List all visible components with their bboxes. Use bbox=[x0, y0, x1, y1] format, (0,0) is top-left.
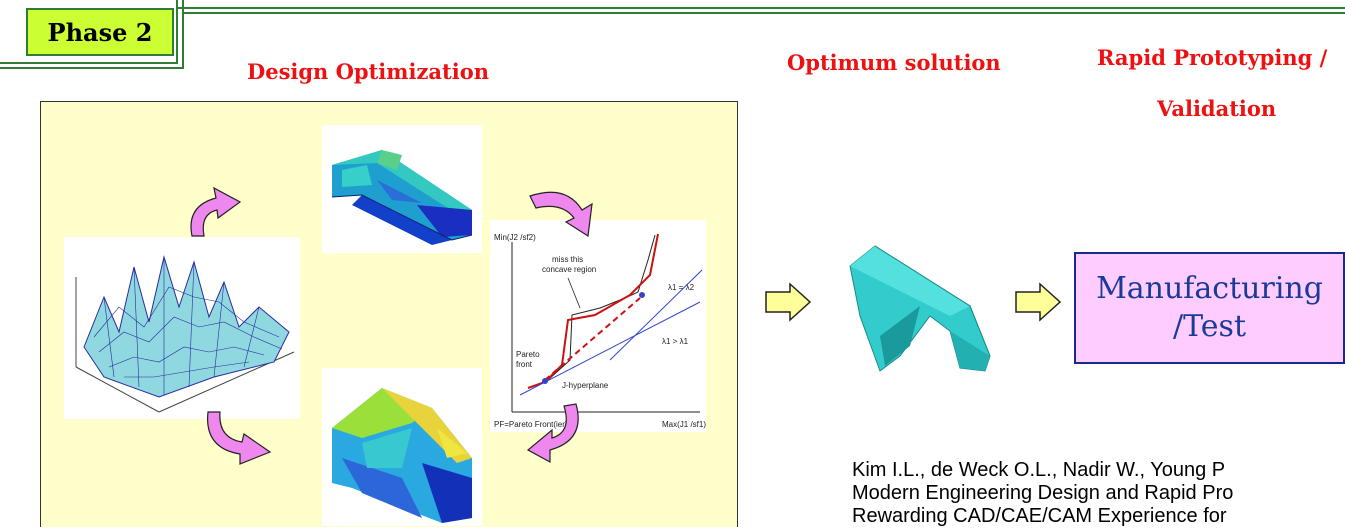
optimum-part-image bbox=[849, 245, 991, 372]
curved-arrow-icon bbox=[526, 403, 579, 464]
divider-left-2 bbox=[0, 67, 182, 69]
heading-optimum-solution: Optimum solution bbox=[787, 50, 1001, 75]
pareto-annotation-concave-2: concave region bbox=[542, 265, 596, 274]
curved-arrow-icon bbox=[190, 186, 242, 237]
heading-design-optimization: Design Optimization bbox=[247, 59, 489, 84]
heading-rapid-prototyping: Rapid Prototyping / bbox=[1097, 45, 1328, 70]
pareto-hyperplane-label: J-hyperplane bbox=[562, 381, 609, 390]
pareto-x-axis-label: Max(J1 /sf1) bbox=[662, 420, 706, 429]
curved-arrow-icon bbox=[529, 191, 593, 238]
divider-top-1 bbox=[176, 7, 1345, 9]
pareto-lambda-label-1: λ1 = λ2 bbox=[668, 283, 695, 292]
right-arrow-icon bbox=[765, 282, 812, 322]
pareto-annotation-concave-1: miss this bbox=[552, 255, 583, 264]
divider-left-1 bbox=[0, 62, 176, 64]
manufacturing-test-box: Manufacturing /Test bbox=[1074, 252, 1345, 364]
manufacturing-line1: Manufacturing bbox=[1096, 271, 1323, 306]
fea-part-bottom-image bbox=[322, 368, 482, 526]
curved-arrow-icon bbox=[207, 411, 272, 465]
mesh-surface-plot bbox=[64, 237, 300, 419]
phase-badge: Phase 2 bbox=[26, 8, 174, 56]
citation-text: Kim I.L., de Weck O.L., Nadir W., Young … bbox=[852, 459, 1345, 528]
pareto-lambda-label-2: λ1 > λ1 bbox=[662, 337, 689, 346]
pareto-y-axis-label: Min(J2 /sf2) bbox=[494, 233, 536, 242]
divider-vertical-2 bbox=[182, 0, 184, 69]
heading-validation: Validation bbox=[1157, 96, 1277, 121]
citation-line2: Modern Engineering Design and Rapid Pro bbox=[852, 482, 1234, 504]
pareto-front-label-2: front bbox=[516, 360, 533, 369]
pareto-footnote: PF=Pareto Front(ier) bbox=[494, 420, 568, 429]
fea-part-top-image bbox=[322, 125, 482, 253]
manufacturing-line2: /Test bbox=[1173, 309, 1246, 344]
divider-vertical-1 bbox=[176, 0, 178, 64]
pareto-front-plot: Min(J2 /sf2) Max(J1 /sf1) PF=Pareto Fron… bbox=[490, 220, 706, 432]
citation-line1: Kim I.L., de Weck O.L., Nadir W., Young … bbox=[852, 459, 1226, 481]
citation-line3: Rewarding CAD/CAE/CAM Experience for bbox=[852, 505, 1227, 527]
divider-top-2 bbox=[182, 12, 1345, 14]
phase-label: Phase 2 bbox=[47, 17, 153, 47]
pareto-front-label-1: Pareto bbox=[516, 350, 540, 359]
right-arrow-icon bbox=[1015, 282, 1062, 322]
